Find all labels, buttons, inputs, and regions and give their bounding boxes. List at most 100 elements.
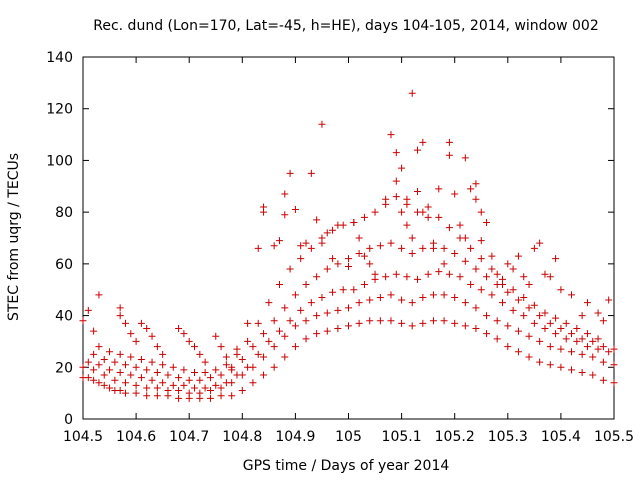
data-point-marker [90, 366, 98, 374]
data-point-marker [483, 273, 491, 281]
data-point-marker [483, 312, 491, 320]
data-point-marker [217, 343, 225, 351]
data-point-marker [281, 353, 289, 361]
data-point-marker [451, 319, 459, 327]
data-point-marker [143, 366, 151, 374]
data-point-marker [275, 327, 283, 335]
y-tick-label: 60 [55, 257, 73, 273]
data-point-marker [297, 306, 305, 314]
data-point-marker [477, 237, 485, 245]
data-point-marker [127, 330, 135, 338]
data-point-marker [493, 335, 501, 343]
data-point-marker [291, 343, 299, 351]
data-point-marker [355, 299, 363, 307]
data-point-marker [212, 366, 220, 374]
data-point-marker [355, 250, 363, 258]
data-point-marker [185, 376, 193, 384]
data-point-marker [217, 392, 225, 400]
data-point-marker [408, 322, 416, 330]
data-point-marker [90, 350, 98, 358]
data-point-marker [297, 242, 305, 250]
data-point-marker [520, 312, 528, 320]
data-point-marker [504, 322, 512, 330]
data-point-marker [472, 304, 480, 312]
data-point-marker [424, 203, 432, 211]
data-point-marker [286, 169, 294, 177]
data-point-marker [451, 190, 459, 198]
data-point-marker [536, 337, 544, 345]
data-point-marker [546, 319, 554, 327]
data-point-marker [568, 291, 576, 299]
data-point-marker [339, 286, 347, 294]
data-point-marker [111, 376, 119, 384]
data-point-marker [440, 244, 448, 252]
data-point-marker [153, 384, 161, 392]
data-point-marker [605, 296, 613, 304]
data-point-marker [116, 350, 124, 358]
data-point-marker [291, 206, 299, 214]
data-point-marker [435, 213, 443, 221]
data-point-marker [546, 361, 554, 369]
data-point-marker [403, 195, 411, 203]
data-point-marker [137, 374, 145, 382]
data-point-marker [121, 379, 129, 387]
data-point-marker [169, 363, 177, 371]
data-point-marker [345, 304, 352, 312]
data-point-marker [525, 281, 533, 289]
data-point-marker [233, 345, 241, 353]
data-point-marker [132, 337, 140, 345]
x-tick-label: 105.2 [435, 429, 475, 445]
x-tick-label: 105.3 [488, 429, 528, 445]
data-point-marker [116, 368, 124, 376]
data-point-marker [121, 319, 129, 327]
data-point-marker [514, 327, 522, 335]
data-point-marker [175, 394, 183, 402]
data-point-marker [222, 361, 230, 369]
data-point-marker [514, 348, 522, 356]
data-point-marker [360, 252, 368, 260]
data-point-marker [445, 151, 453, 159]
data-point-marker [530, 244, 538, 252]
data-point-marker [254, 244, 262, 252]
data-point-marker [483, 218, 491, 226]
data-point-marker [79, 317, 87, 325]
data-point-marker [323, 309, 331, 317]
data-point-marker [318, 293, 326, 301]
x-tick-label: 104.6 [116, 429, 156, 445]
data-point-marker [265, 299, 273, 307]
y-tick-label: 120 [46, 102, 73, 118]
data-point-marker [589, 353, 597, 361]
data-point-marker [191, 368, 199, 376]
data-point-marker [132, 363, 140, 371]
data-point-marker [275, 281, 283, 289]
data-point-marker [488, 291, 496, 299]
data-point-marker [175, 374, 183, 382]
data-point-marker [568, 366, 576, 374]
data-point-marker [392, 193, 400, 201]
x-tick-label: 105.5 [594, 429, 634, 445]
data-point-marker [153, 343, 161, 351]
data-point-marker [291, 291, 299, 299]
data-point-marker [270, 343, 278, 351]
data-point-marker [244, 337, 252, 345]
data-point-marker [143, 384, 151, 392]
data-point-marker [148, 376, 156, 384]
x-tick-label: 104.9 [275, 429, 315, 445]
data-point-marker [520, 273, 528, 281]
data-point-marker [382, 195, 390, 203]
data-point-marker [392, 270, 400, 278]
data-point-marker [180, 330, 188, 338]
data-point-marker [403, 221, 411, 229]
data-point-marker [456, 221, 464, 229]
data-point-marker [525, 304, 533, 312]
data-point-marker [408, 299, 416, 307]
data-point-marker [461, 154, 469, 162]
data-point-marker [121, 361, 129, 369]
data-point-marker [552, 255, 560, 263]
data-point-marker [599, 317, 607, 325]
data-point-marker [589, 371, 597, 379]
data-point-marker [313, 312, 321, 320]
data-point-marker [244, 363, 252, 371]
data-point-marker [228, 363, 236, 371]
